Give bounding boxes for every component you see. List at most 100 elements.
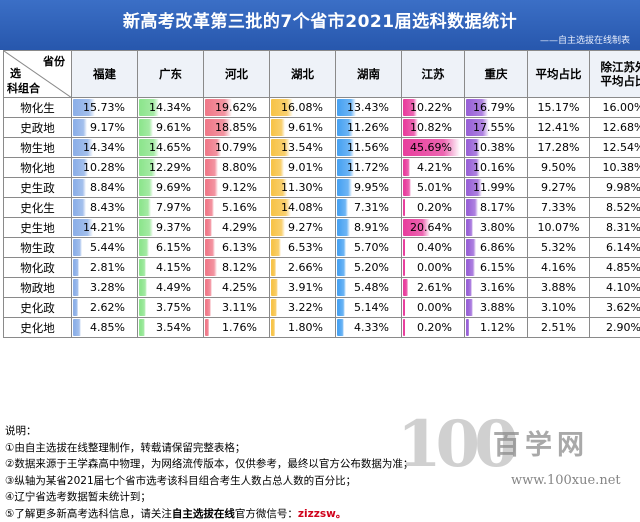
value-text: 1.76% [204,318,269,337]
combo-label-cell: 史化生 [4,198,72,218]
value-cell: 7.97% [138,198,204,218]
value-cell: 8.84% [72,178,138,198]
value-text: 8.17% [465,198,527,217]
value-cell: 2.62% [72,298,138,318]
value-cell: 18.85% [204,118,270,138]
note-3: ③纵轴为某省2021届七个省市选考该科目组合考生人数占总人数的百分比； [5,473,413,490]
credit-line: ——自主选拔在线制表 [540,33,630,46]
value-text: 5.16% [204,198,269,217]
avg-excl-jiangsu-cell: 4.10% [590,278,640,298]
value-text: 3.22% [270,298,335,317]
value-text: 9.01% [270,158,335,177]
value-text: 1.12% [465,318,527,337]
value-text: 5.44% [72,238,137,257]
value-text: 9.61% [138,118,203,137]
value-text: 14.65% [138,138,203,157]
value-text: 6.53% [270,238,335,257]
province-header-hubei: 湖北 [270,51,336,98]
avg-excl-jiangsu-cell: 8.52% [590,198,640,218]
avg-cell: 2.51% [528,318,590,338]
value-text: 0.20% [402,318,464,337]
value-cell: 10.22% [402,98,465,118]
value-cell: 14.34% [72,138,138,158]
notes: 说明： ①由自主选拔在线整理制作，转载请保留完整表格； ②数据来源于王学森高中物… [5,423,413,522]
value-cell: 5.14% [336,298,402,318]
value-cell: 3.16% [465,278,528,298]
avg-cell: 9.50% [528,158,590,178]
value-cell: 4.21% [402,158,465,178]
value-text: 6.13% [204,238,269,257]
combo-label-cell: 史生政 [4,178,72,198]
value-cell: 9.95% [336,178,402,198]
value-cell: 9.37% [138,218,204,238]
combo-label-cell: 物化地 [4,158,72,178]
value-text: 14.34% [138,98,203,117]
value-cell: 15.73% [72,98,138,118]
avg-cell: 5.32% [528,238,590,258]
value-text: 10.16% [465,158,527,177]
combo-label-cell: 史政地 [4,118,72,138]
value-text: 8.84% [72,178,137,197]
page-title: 新高考改革第三批的7个省市2021届选科数据统计 [0,7,640,32]
value-text: 3.54% [138,318,203,337]
value-text: 20.64% [402,218,464,237]
header-row: 省份 选 科组合 福建 广东 河北 湖北 湖南 江苏 重庆 平均占比 除江苏外 … [4,51,640,98]
selection-stats-table: 省份 选 科组合 福建 广东 河北 湖北 湖南 江苏 重庆 平均占比 除江苏外 … [3,50,640,338]
value-text: 10.79% [204,138,269,157]
avg-cell: 10.07% [528,218,590,238]
value-text: 45.69% [402,138,464,157]
value-cell: 5.01% [402,178,465,198]
value-text: 9.61% [270,118,335,137]
value-text: 8.12% [204,258,269,277]
value-cell: 14.65% [138,138,204,158]
value-cell: 0.00% [402,298,465,318]
province-header-fujian: 福建 [72,51,138,98]
value-text: 5.70% [336,238,401,257]
value-text: 10.22% [402,98,464,117]
value-text: 9.37% [138,218,203,237]
value-text: 9.69% [138,178,203,197]
value-text: 14.08% [270,198,335,217]
value-cell: 12.29% [138,158,204,178]
value-cell: 9.17% [72,118,138,138]
avg-header: 平均占比 [528,51,590,98]
value-text: 10.38% [465,138,527,157]
avg-excl-jiangsu-cell: 16.00% [590,98,640,118]
value-cell: 4.29% [204,218,270,238]
value-text: 8.91% [336,218,401,237]
note-4: ④辽宁省选考数据暂未统计到； [5,489,413,506]
value-cell: 3.75% [138,298,204,318]
value-text: 3.28% [72,278,137,297]
value-cell: 0.20% [402,318,465,338]
value-cell: 6.15% [138,238,204,258]
value-cell: 8.43% [72,198,138,218]
value-text: 11.26% [336,118,401,137]
watermark-logo: 100 百学网 www.100xue.net [397,407,637,507]
avg-excl-jiangsu-cell: 12.68% [590,118,640,138]
value-cell: 0.40% [402,238,465,258]
value-text: 14.34% [72,138,137,157]
value-cell: 4.85% [72,318,138,338]
value-text: 6.15% [465,258,527,277]
value-text: 2.62% [72,298,137,317]
value-cell: 2.61% [402,278,465,298]
avg-excl-jiangsu-header: 除江苏外 平均占比 [590,51,640,98]
value-cell: 3.80% [465,218,528,238]
value-cell: 45.69% [402,138,465,158]
value-text: 6.86% [465,238,527,257]
province-header-chongqing: 重庆 [465,51,528,98]
value-cell: 20.64% [402,218,465,238]
value-cell: 10.38% [465,138,528,158]
combo-label-cell: 史生地 [4,218,72,238]
value-cell: 0.00% [402,258,465,278]
value-text: 12.29% [138,158,203,177]
value-cell: 5.16% [204,198,270,218]
